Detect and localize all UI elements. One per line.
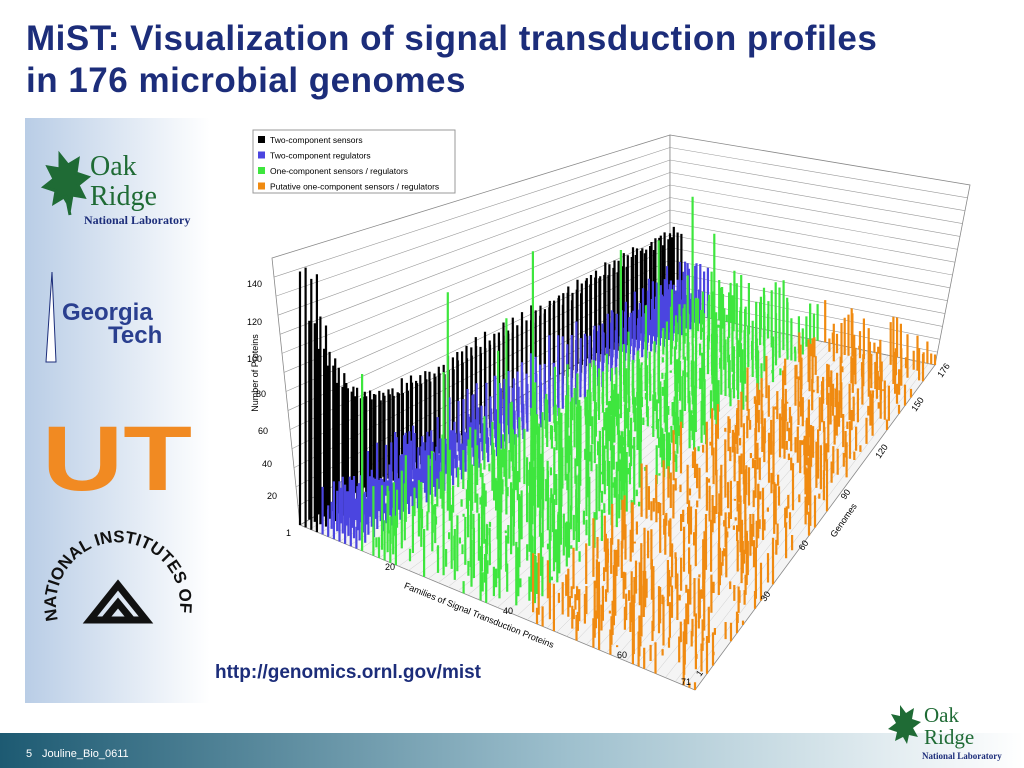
wall-grid bbox=[277, 172, 671, 316]
wall-grid bbox=[669, 159, 966, 212]
legend: Two-component sensors Two-component regul… bbox=[252, 129, 456, 194]
genome-tick-label: 176 bbox=[935, 361, 952, 379]
floor-grid bbox=[655, 359, 909, 674]
ornl-logo: Oak Ridge National Laboratory bbox=[40, 150, 190, 227]
logo-word: Ridge bbox=[90, 181, 157, 212]
family-tick-label: 71 bbox=[681, 677, 691, 687]
legend-swatch bbox=[258, 136, 265, 143]
wall-grid bbox=[669, 234, 951, 289]
wall-grid bbox=[669, 272, 943, 327]
legend-label: Two-component regulators bbox=[270, 151, 371, 161]
wall-grid bbox=[669, 222, 953, 276]
wall-grid bbox=[279, 184, 671, 335]
genome-tick-label: 60 bbox=[797, 538, 811, 552]
logo-word: Ridge bbox=[924, 725, 974, 749]
legend-swatch bbox=[258, 151, 265, 159]
y-tick-label: 60 bbox=[258, 426, 268, 436]
slide-title: MiST: Visualization of signal transducti… bbox=[26, 19, 878, 100]
logo-word: Oak bbox=[924, 703, 959, 727]
y-title: Number of Proteins bbox=[250, 334, 260, 412]
genome-title: Genomes bbox=[828, 501, 859, 539]
wall-grid bbox=[669, 259, 946, 314]
wall-grid bbox=[283, 209, 671, 373]
wall-grid bbox=[669, 147, 968, 199]
leaf-icon bbox=[888, 705, 921, 744]
logo-word: Georgia bbox=[62, 299, 153, 326]
ut-logo: UT bbox=[42, 408, 192, 510]
y-tick-label: 120 bbox=[247, 317, 262, 327]
floor-grid bbox=[635, 356, 896, 666]
y-tick-label: 80 bbox=[256, 389, 266, 399]
wall-grid bbox=[281, 197, 671, 354]
wall-grid bbox=[669, 197, 958, 250]
nih-emblem bbox=[82, 579, 154, 624]
wall-grid bbox=[669, 184, 961, 237]
figure bbox=[271, 134, 971, 691]
genome-tick-label: 1 bbox=[694, 668, 705, 678]
y-tick-label: 20 bbox=[267, 491, 277, 501]
legend-box bbox=[252, 129, 456, 194]
family-tick-label: 60 bbox=[617, 650, 627, 660]
genome-tick-label: 90 bbox=[839, 487, 853, 501]
legend-swatch bbox=[258, 182, 265, 190]
leaf-icon bbox=[40, 150, 92, 216]
legend-label: Two-component sensors bbox=[270, 135, 363, 145]
logo-sub: National Laboratory bbox=[922, 751, 1002, 761]
spire-icon bbox=[45, 271, 57, 363]
wall-grid bbox=[285, 222, 671, 392]
corner-logo: Oak Ridge National Laboratory bbox=[888, 703, 1002, 761]
y-tick-label: 1 bbox=[286, 528, 291, 538]
page-number: 5 bbox=[26, 748, 32, 760]
wall-grid bbox=[669, 172, 963, 224]
y-tick-label: 100 bbox=[247, 354, 262, 364]
wall-grid bbox=[273, 147, 671, 278]
wall-grid bbox=[275, 159, 671, 297]
wall-grid bbox=[669, 209, 956, 263]
legend-swatch bbox=[258, 167, 265, 174]
logo-sub: National Laboratory bbox=[84, 213, 190, 227]
wall-grid bbox=[669, 247, 948, 302]
gt-logo: Georgia Tech bbox=[45, 271, 162, 363]
logo-word: Oak bbox=[90, 151, 137, 182]
family-tick-label: 40 bbox=[503, 606, 513, 616]
genome-tick-label: 150 bbox=[909, 395, 926, 413]
y-tick-label: 40 bbox=[262, 459, 272, 469]
legend-label: One-component sensors / regulators bbox=[270, 166, 408, 176]
family-tick-label: 20 bbox=[385, 562, 395, 572]
legend-label: Putative one-component sensors / regulat… bbox=[270, 182, 439, 192]
footer-label: Jouline_Bio_0611 bbox=[42, 748, 129, 760]
y-tick-label: 140 bbox=[247, 279, 262, 289]
bar-texture bbox=[361, 196, 819, 606]
genome-tick-label: 30 bbox=[759, 589, 773, 603]
logo-word: Tech bbox=[108, 322, 162, 349]
url[interactable]: http://genomics.ornl.gov/mist bbox=[215, 662, 482, 683]
bar-texture bbox=[532, 300, 937, 690]
footer-bar bbox=[0, 733, 1024, 768]
